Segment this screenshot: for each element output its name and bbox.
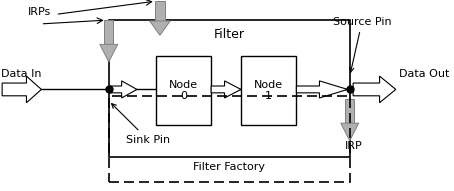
Polygon shape [353, 76, 396, 103]
Text: Sink Pin: Sink Pin [112, 104, 170, 145]
Text: Data Out: Data Out [399, 69, 449, 79]
Polygon shape [109, 81, 137, 98]
Text: Filter: Filter [214, 28, 245, 41]
Text: Source Pin: Source Pin [333, 17, 391, 72]
Polygon shape [100, 44, 118, 62]
Text: Node
1: Node 1 [254, 80, 283, 101]
Bar [241, 56, 296, 125]
Bar [109, 96, 350, 181]
Text: IRP: IRP [345, 141, 363, 151]
Polygon shape [345, 99, 354, 123]
Polygon shape [211, 81, 241, 98]
Polygon shape [104, 20, 113, 44]
Polygon shape [341, 123, 359, 141]
Text: Filter Factory: Filter Factory [193, 162, 265, 172]
Bar [156, 56, 211, 125]
Bar [109, 20, 350, 157]
Polygon shape [296, 81, 348, 98]
Polygon shape [155, 1, 165, 21]
Text: IRPs: IRPs [28, 7, 51, 17]
Polygon shape [2, 76, 41, 103]
Text: Node
0: Node 0 [169, 80, 198, 101]
Polygon shape [150, 21, 170, 35]
Text: Data In: Data In [1, 69, 41, 79]
